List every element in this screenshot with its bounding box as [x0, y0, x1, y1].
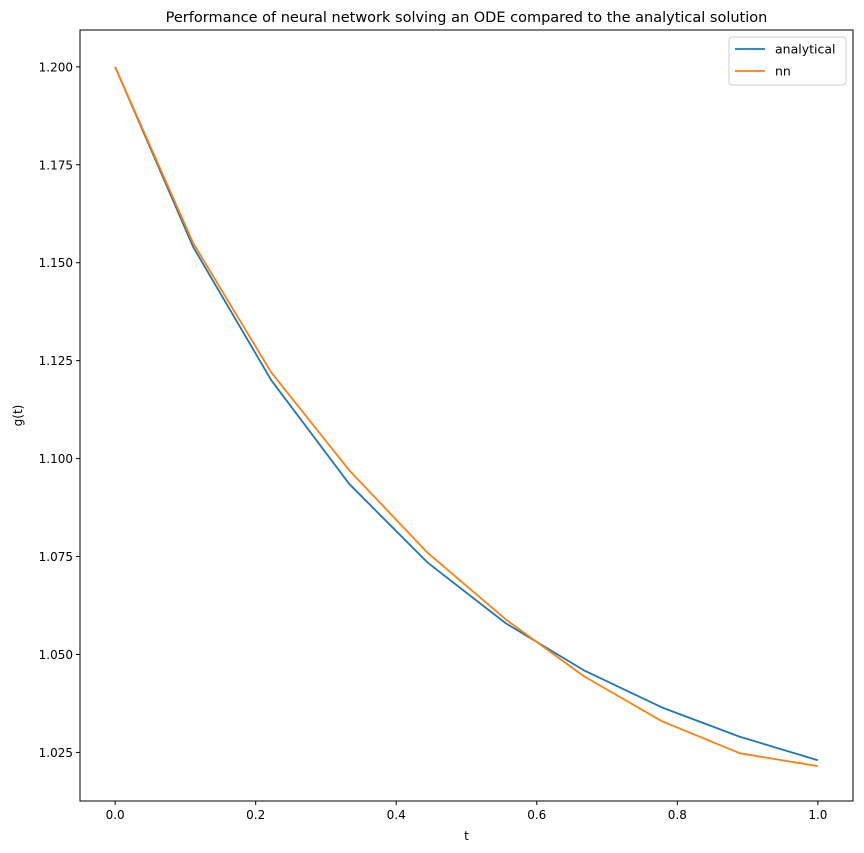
- x-tick-label: 0.2: [246, 808, 265, 822]
- y-tick-label: 1.125: [39, 354, 73, 368]
- x-tick-label: 0.8: [668, 808, 687, 822]
- y-tick-label: 1.150: [39, 256, 73, 270]
- x-axis-label: t: [464, 829, 469, 843]
- chart-title: Performance of neural network solving an…: [166, 10, 768, 26]
- y-tick-label: 1.050: [39, 648, 73, 662]
- y-axis-ticks: 1.025 1.050 1.075 1.100 1.125 1.150 1.175 1.200: [39, 60, 80, 760]
- x-tick-label: 0.0: [106, 808, 125, 822]
- y-tick-label: 1.025: [39, 746, 73, 760]
- legend-label-analytical: analytical: [775, 42, 836, 57]
- series-line-analytical: [114, 66, 819, 762]
- y-tick-label: 1.075: [39, 550, 73, 564]
- y-tick-label: 1.100: [39, 452, 73, 466]
- series-line-nn: [114, 66, 819, 768]
- x-axis-ticks: 0.0 0.2 0.4 0.6 0.8 1.0: [106, 801, 827, 822]
- series-lines: [114, 66, 819, 768]
- y-tick-label: 1.200: [39, 60, 73, 74]
- plot-area: [80, 30, 853, 801]
- y-axis-label: g(t): [11, 405, 25, 427]
- x-tick-label: 1.0: [808, 808, 827, 822]
- legend-label-nn: nn: [775, 64, 791, 79]
- legend: analytical nn: [728, 36, 847, 86]
- y-tick-label: 1.175: [39, 158, 73, 172]
- x-tick-label: 0.6: [527, 808, 546, 822]
- x-tick-label: 0.4: [387, 808, 406, 822]
- plot-frame: [79, 29, 854, 802]
